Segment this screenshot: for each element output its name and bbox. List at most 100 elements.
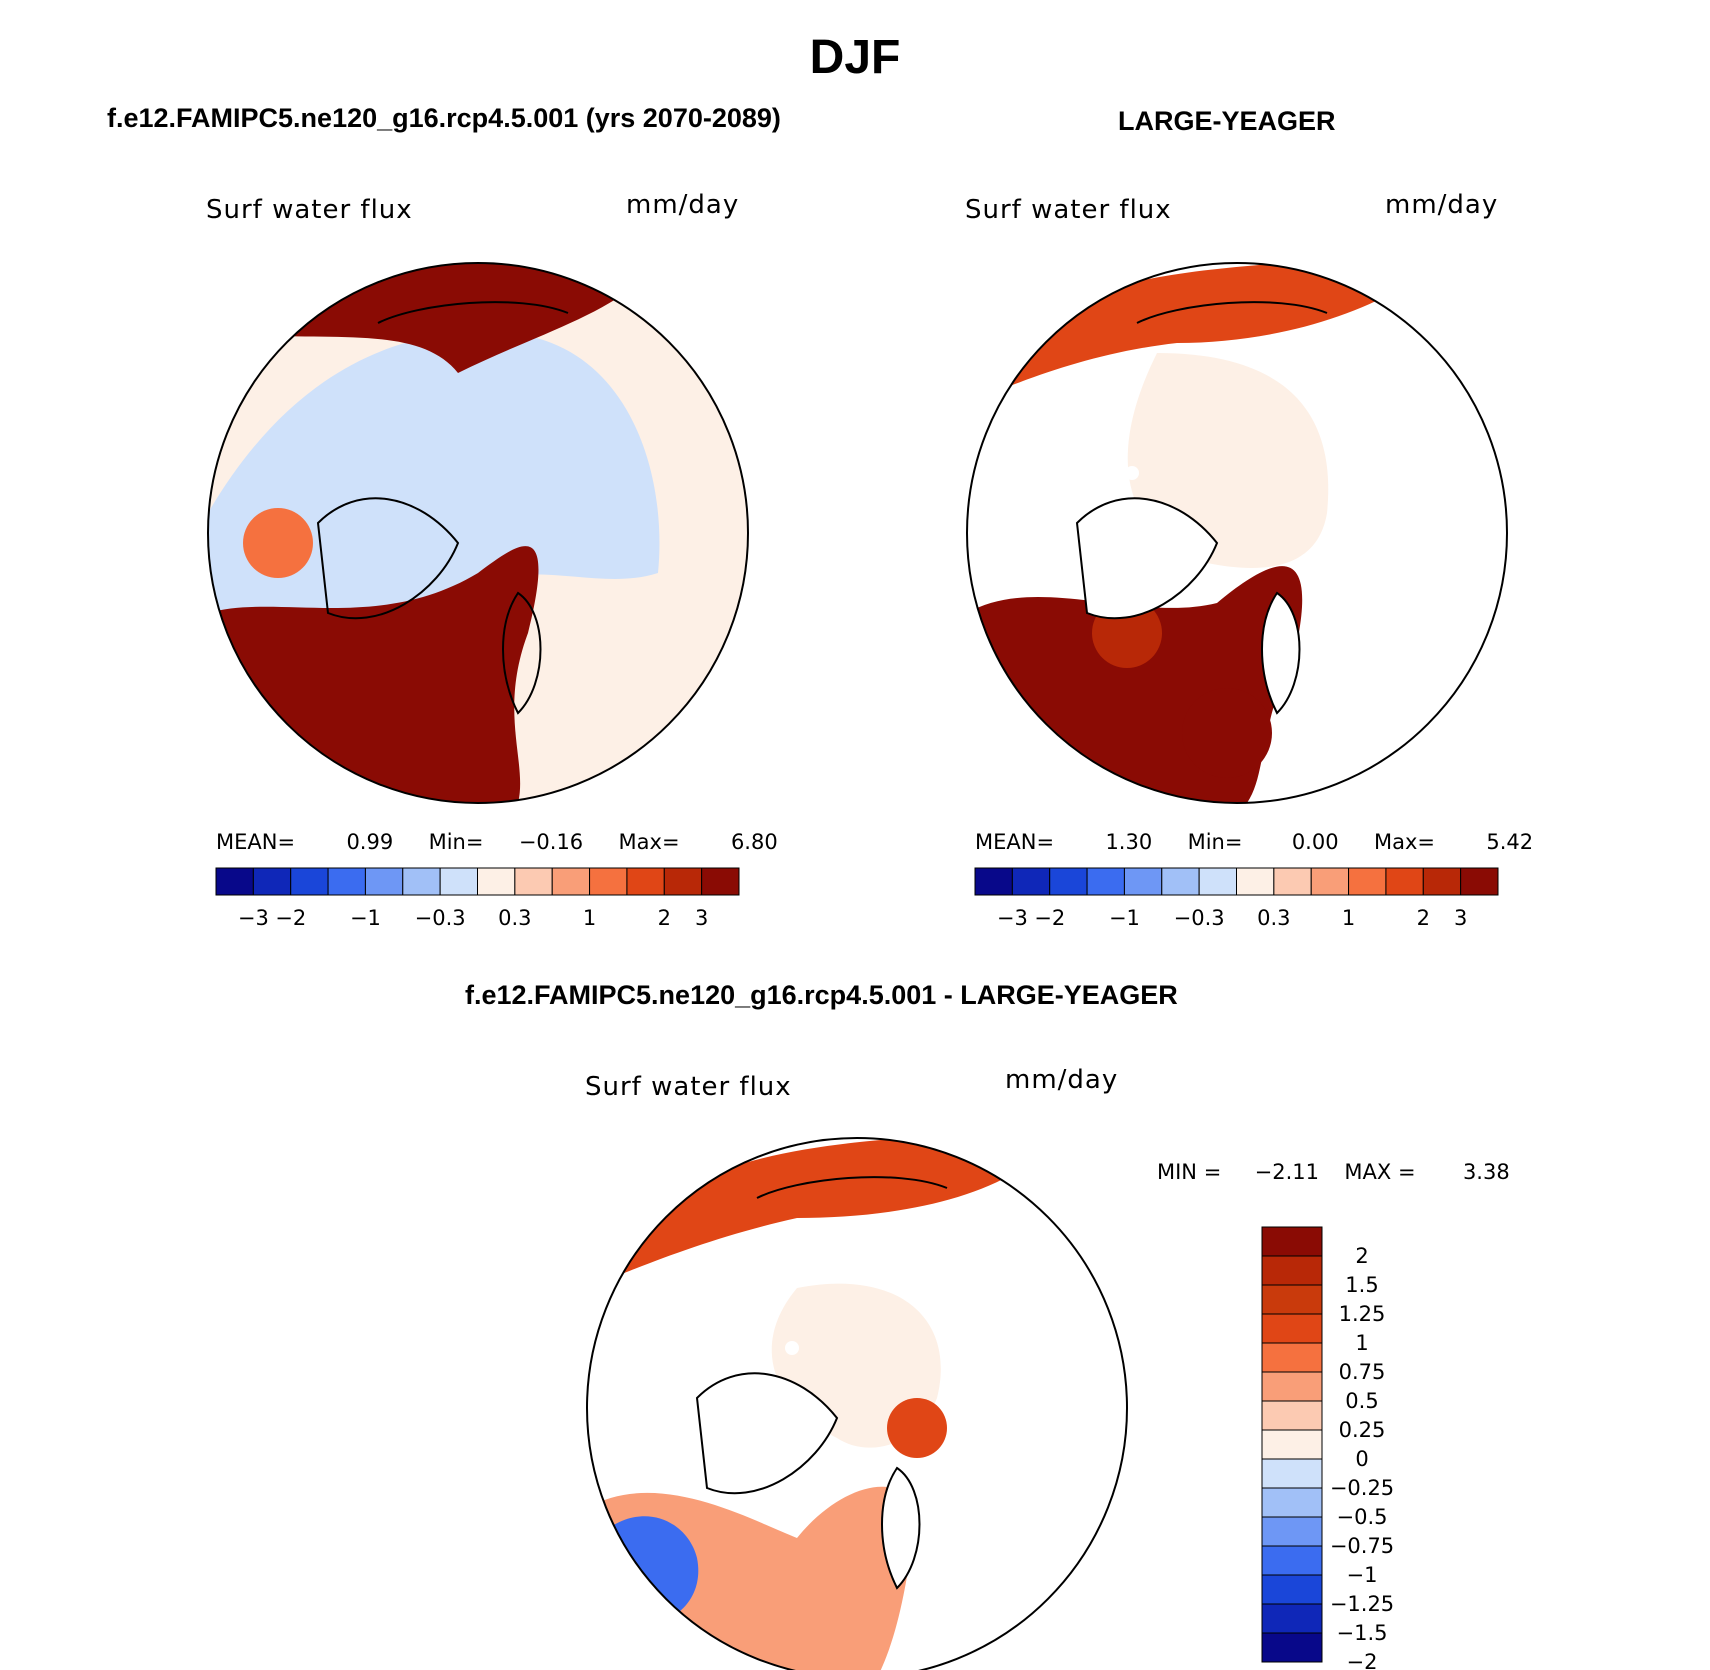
left-min-value: −0.16 [518, 830, 584, 854]
colorbar-swatch [1261, 1226, 1323, 1257]
colorbar-swatch [1460, 867, 1499, 896]
colorbar-swatch [1261, 1545, 1323, 1576]
colorbar-tick-label: −0.75 [1330, 1534, 1394, 1558]
colorbar-swatch [1348, 867, 1387, 896]
colorbar-swatch [1198, 867, 1237, 896]
colorbar-swatch [252, 867, 292, 896]
colorbar-tick-label: 3 [695, 906, 708, 930]
left-mean-label: MEAN= [216, 830, 296, 854]
bottom-max-label: MAX = [1344, 1160, 1416, 1184]
left-min-label: Min= [428, 830, 484, 854]
colorbar-swatch [663, 867, 703, 896]
colorbar-tick-label: 1 [1342, 906, 1355, 930]
colorbar-swatch [1011, 867, 1051, 896]
colorbar-swatch [439, 867, 478, 896]
colorbar-swatch [1261, 1255, 1323, 1286]
colorbar-tick-label: −1 [1347, 1563, 1378, 1587]
colorbar-tick-label: −1 [350, 906, 381, 930]
colorbar-swatch [1261, 1400, 1323, 1431]
colorbar-tick-label: −3 [997, 906, 1028, 930]
colorbar-tick-label: 3 [1454, 906, 1467, 930]
arctic-ocean-region [208, 332, 660, 653]
left-stats: MEAN= 0.99 Min= −0.16 Max= 6.80 [216, 830, 778, 854]
colorbar-swatch [1161, 867, 1200, 896]
colorbar-tick-label: 1 [583, 906, 596, 930]
colorbar-tick-label: 1.5 [1345, 1273, 1378, 1297]
colorbar-tick-label: 0.75 [1339, 1360, 1386, 1384]
colorbar-tick-label: −2 [275, 906, 306, 930]
colorbar-tick-label: −3 [238, 906, 269, 930]
colorbar-swatch [701, 867, 740, 896]
colorbar-swatch [589, 867, 628, 896]
bottom-units-label: mm/day [1005, 1065, 1119, 1095]
colorbar-swatch [1261, 1574, 1323, 1605]
scandinavia-land [1261, 591, 1301, 715]
right-variable-label: Surf water flux [965, 195, 1172, 225]
right-min-label: Min= [1187, 830, 1243, 854]
colorbar-swatch [290, 867, 329, 896]
colorbar-swatch [626, 867, 665, 896]
colorbar-tick-label: −1.5 [1337, 1621, 1388, 1645]
colorbar-0: −3 −2 −1 −0.3 0.3 1 2 3 [215, 867, 740, 930]
colorbar-swatch [1236, 867, 1275, 896]
eurasia-coastline [377, 301, 569, 324]
hudson-bay-region [243, 508, 313, 578]
colorbar-tick-label: 2 [1355, 1244, 1368, 1268]
right-stats: MEAN= 1.30 Min= 0.00 Max= 5.42 [975, 830, 1533, 854]
pole-marker [785, 1341, 799, 1355]
colorbar-swatch [1261, 1487, 1323, 1518]
colorbar-tick-label: −0.3 [415, 906, 466, 930]
colorbar-tick-label: 0.3 [1257, 906, 1290, 930]
colorbar-swatch [1261, 1458, 1323, 1489]
map-outline [966, 262, 1508, 804]
colorbar-tick-label: 0.3 [498, 906, 531, 930]
panel-right-title: LARGE-YEAGER [1118, 106, 1336, 136]
scandinavia-land [502, 591, 542, 715]
colorbar-swatch [514, 867, 553, 896]
colorbar-swatch [551, 867, 591, 896]
colorbar-swatch [1261, 1342, 1323, 1373]
right-units-label: mm/day [1385, 190, 1499, 220]
panel-left-title: f.e12.FAMIPC5.ne120_g16.rcp4.5.001 (yrs … [107, 103, 781, 133]
colorbar-swatch [1123, 867, 1163, 896]
colorbar-swatch [1261, 1429, 1323, 1460]
left-variable-label: Surf water flux [206, 195, 413, 225]
colorbar-tick-label: −0.25 [1330, 1476, 1394, 1500]
colorbar-swatch [1049, 867, 1088, 896]
map-outline [207, 262, 749, 804]
left-max-label: Max= [618, 830, 680, 854]
colorbar-swatch [1261, 1313, 1323, 1344]
left-max-value: 6.80 [730, 830, 778, 854]
colorbar-tick-label: 2 [1417, 906, 1430, 930]
map-0 [207, 262, 749, 804]
map-2 [586, 1137, 1128, 1670]
colorbar-swatch [402, 867, 441, 896]
bottom-stats: MIN = −2.11 MAX = 3.38 [1157, 1160, 1510, 1184]
colorbar-swatch [1261, 1371, 1323, 1402]
map-outline [586, 1137, 1128, 1670]
colorbar-tick-label: 0.5 [1345, 1389, 1378, 1413]
colorbar-tick-label: 0 [1355, 1447, 1368, 1471]
colorbar-swatch [1086, 867, 1125, 896]
right-max-value: 5.42 [1486, 830, 1534, 854]
right-max-label: Max= [1373, 830, 1435, 854]
colorbar-1: −3 −2 −1 −0.3 0.3 1 2 3 [974, 867, 1499, 930]
right-mean-value: 1.30 [1105, 830, 1153, 854]
map-1 [966, 262, 1508, 804]
colorbar-swatch [1261, 1603, 1323, 1634]
colorbar-swatch [364, 867, 404, 896]
colorbar-tick-label: 0.25 [1339, 1418, 1386, 1442]
bottom-variable-label: Surf water flux [585, 1072, 792, 1102]
colorbar-tick-label: −2 [1034, 906, 1065, 930]
nordic-seas-region [887, 1398, 947, 1458]
colorbar-tick-label: 1.25 [1339, 1302, 1386, 1326]
colorbar-swatch [1422, 867, 1462, 896]
left-units-label: mm/day [626, 190, 740, 220]
atlantic-core-2 [1182, 688, 1272, 778]
colorbar-swatch [1261, 1284, 1323, 1315]
colorbar-swatch [974, 867, 1013, 896]
bottom-min-value: −2.11 [1254, 1160, 1320, 1184]
colorbar-swatch [1385, 867, 1424, 896]
greenland-land [316, 497, 460, 620]
